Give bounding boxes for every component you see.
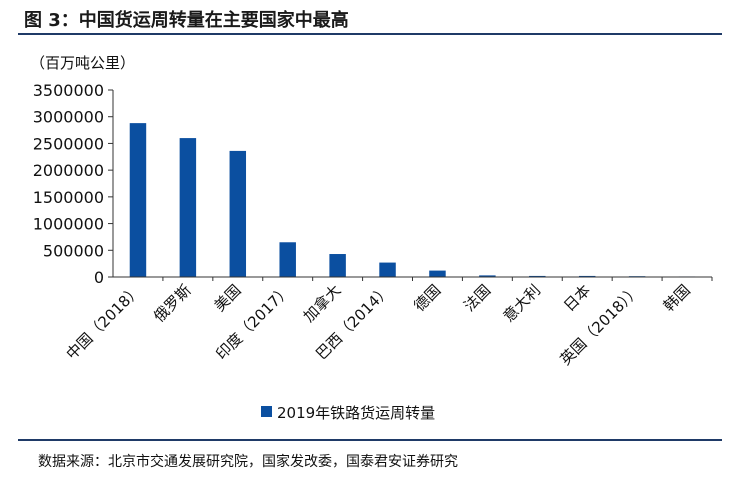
bar: [329, 254, 346, 277]
legend: 2019年铁路货运周转量: [261, 404, 435, 422]
y-tick-label: 1000000: [33, 215, 104, 234]
bar: [129, 123, 147, 277]
y-tick-label: 3000000: [33, 108, 104, 127]
x-category-label: 日本: [560, 281, 594, 315]
x-category-label: 中国（2018）: [63, 281, 145, 363]
bar: [479, 275, 496, 277]
y-tick-label: 2000000: [33, 161, 104, 180]
bar: [229, 150, 247, 277]
x-category-label: 德国: [410, 281, 444, 315]
x-category-label: 美国: [211, 281, 245, 315]
x-category-label: 韩国: [660, 281, 694, 315]
bar: [578, 275, 596, 277]
y-tick-label: 3500000: [33, 81, 104, 100]
y-axis: 0 500000 1000000 1500000 2000000 2500000 30000…: [33, 81, 114, 287]
x-category-label: 俄罗斯: [150, 281, 195, 326]
bar: [179, 138, 197, 277]
source-note: 数据来源：北京市交通发展研究院，国家发改委，国泰君安证券研究: [38, 454, 458, 470]
bar: [429, 270, 446, 277]
legend-swatch: [261, 406, 272, 417]
bar-series: [129, 123, 696, 277]
source-divider: [18, 439, 722, 441]
x-category-label: 意大利: [500, 281, 545, 326]
bar: [379, 262, 396, 277]
y-tick-label: 2500000: [33, 134, 104, 153]
figure-title: 图 3：中国货运周转量在主要国家中最高: [24, 10, 349, 31]
bar: [279, 242, 296, 277]
bar: [529, 275, 546, 277]
legend-label: 2019年铁路货运周转量: [277, 404, 435, 422]
y-tick-label: 1500000: [33, 188, 104, 207]
y-tick-label: 500000: [43, 241, 104, 260]
x-category-label: 法国: [460, 281, 494, 315]
y-axis-unit-label: （百万吨公里）: [30, 54, 135, 72]
x-category-label: 加拿大: [300, 281, 345, 326]
x-axis: 中国（2018） 俄罗斯 美国印度（2017） 加拿大巴西（2014） 德国 法国 意大利日…: [63, 276, 713, 369]
title-divider: [18, 33, 722, 35]
y-tick-label: 0: [94, 268, 104, 287]
